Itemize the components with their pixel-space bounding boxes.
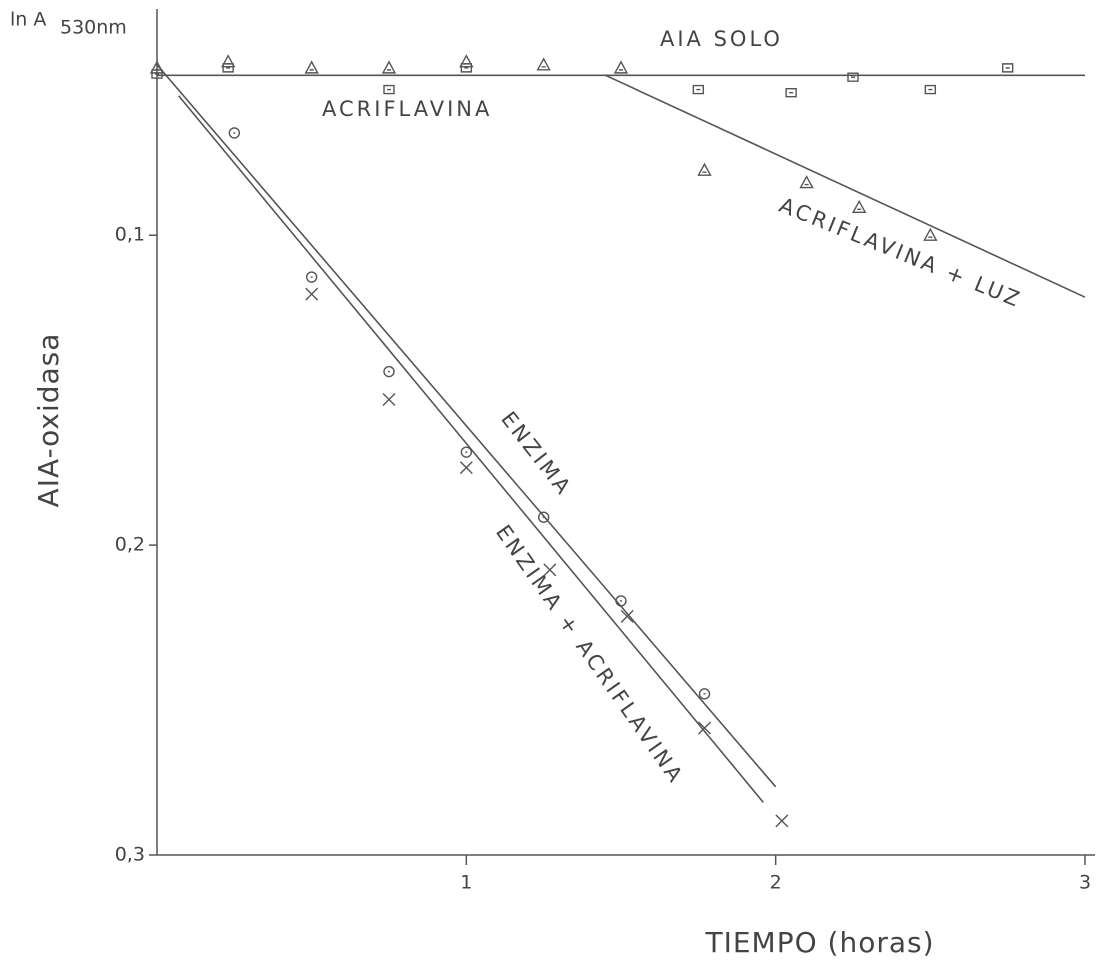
y-axis-label: AIA-oxidasa [32, 333, 65, 508]
y-tick-label: 0,3 [115, 844, 145, 866]
y-tick-label: 0,2 [115, 534, 145, 556]
point [697, 162, 712, 176]
x-tick-label: 2 [770, 872, 782, 894]
point [775, 814, 789, 828]
point [536, 57, 551, 71]
point [460, 63, 473, 73]
fit-line [178, 95, 764, 803]
point [228, 127, 241, 139]
point [151, 69, 163, 79]
x-axis-label: TIEMPO (horas) [704, 926, 934, 959]
y-unit-label: ln A [10, 9, 46, 31]
point [698, 721, 712, 735]
point [382, 392, 396, 406]
series-label: ENZIMA [496, 407, 577, 501]
x-tick-label: 1 [460, 872, 472, 894]
point [698, 688, 711, 700]
point [381, 60, 397, 74]
point [692, 84, 705, 95]
y-unit-subscript: 530nm [60, 17, 127, 39]
point [613, 60, 629, 74]
point [305, 271, 318, 283]
point [383, 365, 395, 378]
point [460, 446, 473, 458]
y-tick-label: 0,1 [115, 224, 145, 246]
point [222, 63, 234, 73]
fit-line [156, 64, 777, 788]
fit-line [605, 74, 1086, 298]
point [1001, 63, 1014, 73]
point [220, 54, 236, 68]
point [304, 60, 319, 74]
point [799, 175, 814, 189]
point [923, 227, 938, 241]
point [305, 287, 319, 301]
point [615, 595, 627, 607]
point [620, 609, 634, 623]
x-tick-label: 3 [1079, 872, 1091, 894]
series-label: ENZIMA + ACRIFLAVINA [491, 521, 689, 789]
point [459, 54, 474, 68]
point [459, 461, 473, 475]
point [924, 84, 937, 95]
series-label: ACRIFLAVINA [322, 97, 492, 121]
point [785, 87, 797, 98]
point [537, 511, 550, 523]
point [383, 84, 395, 95]
series-label: AIA SOLO [660, 27, 783, 51]
point [852, 199, 867, 214]
point [847, 72, 859, 82]
point [543, 563, 557, 577]
